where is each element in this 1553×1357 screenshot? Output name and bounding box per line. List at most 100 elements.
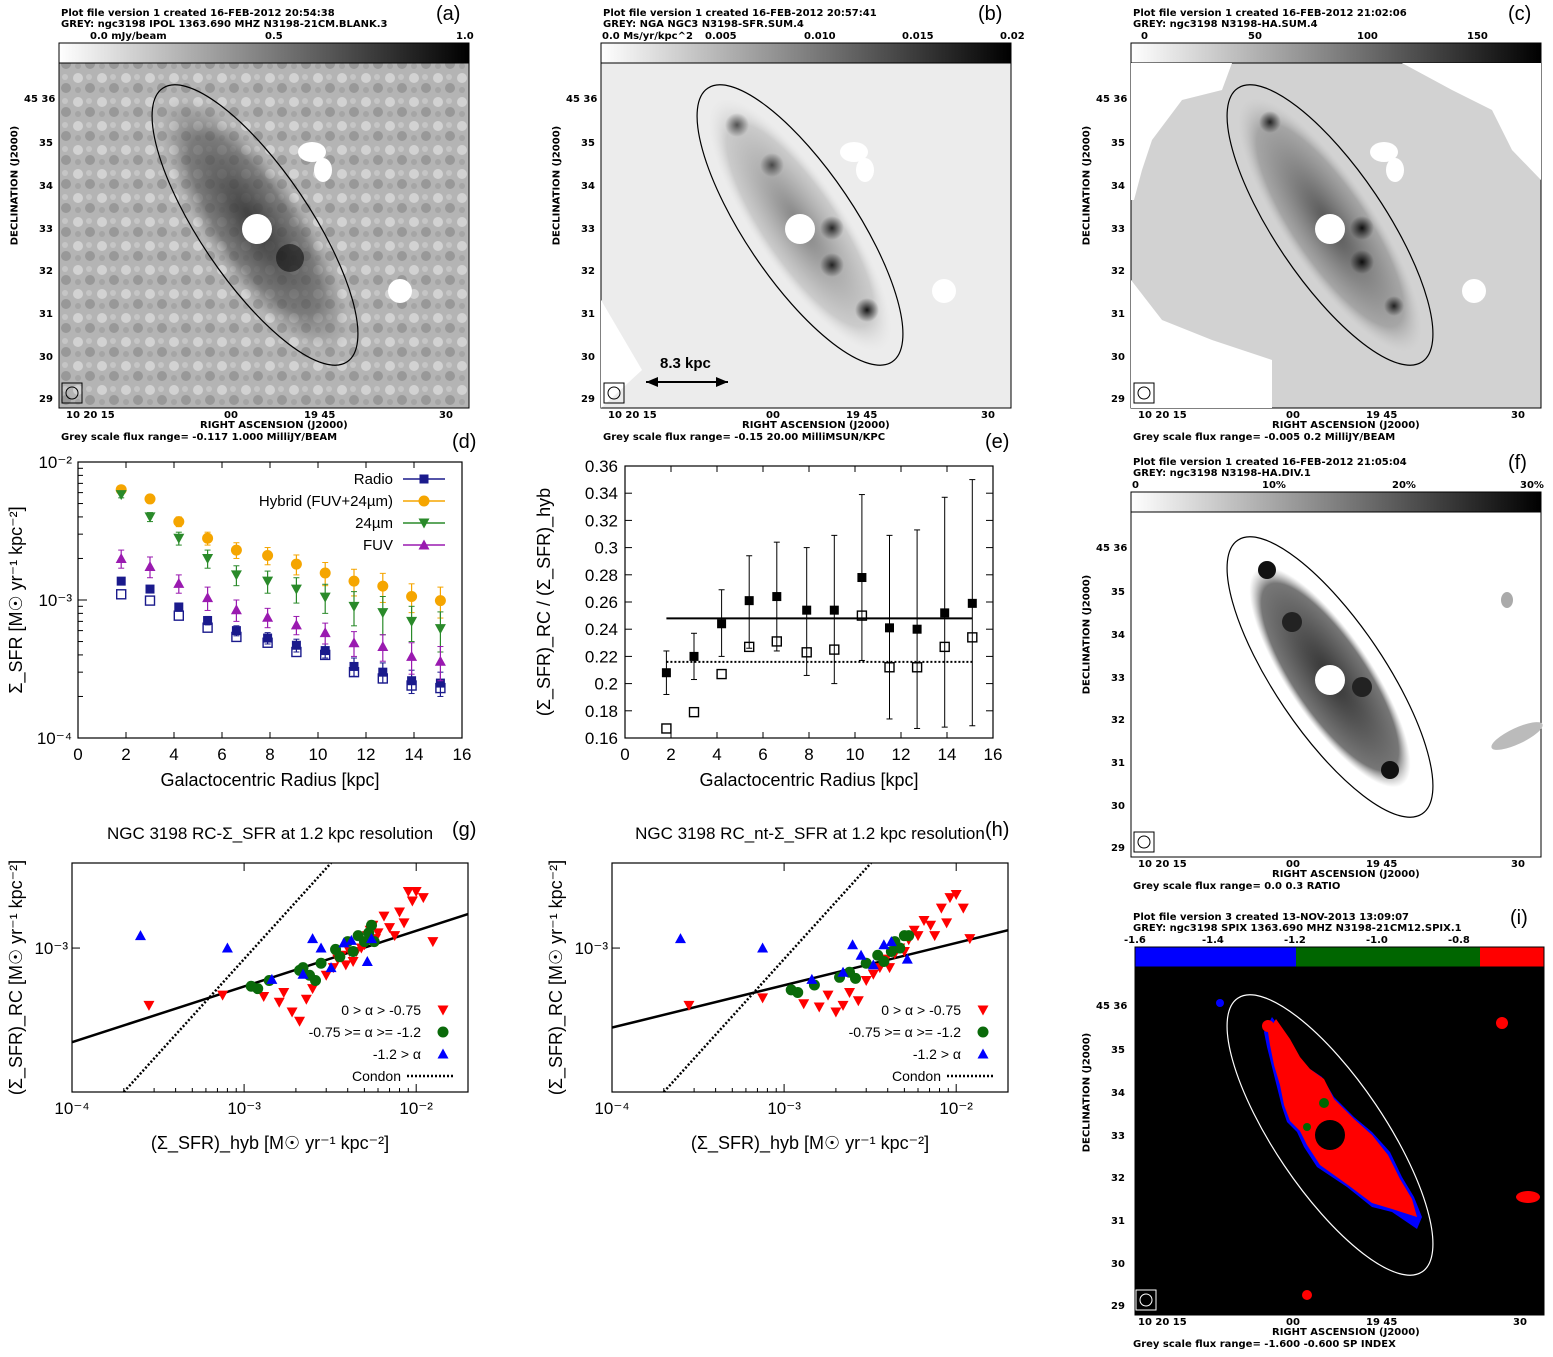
legend-label: 24µm <box>355 515 393 532</box>
colorbar-label: 0.0 Ms/yr/kpc^2 <box>602 31 693 42</box>
data-point <box>912 931 924 942</box>
x-tick-label: 10 <box>309 745 328 764</box>
map-graphic <box>1134 946 1545 1316</box>
data-point <box>278 987 290 998</box>
y-tick: 30 <box>39 352 53 363</box>
legend-marker <box>418 518 430 529</box>
data-point <box>307 933 319 944</box>
chart-title: NGC 3198 RC_nt-Σ_SFR at 1.2 kpc resoluti… <box>635 824 985 843</box>
map-panel-c: Plot file version 1 created 16-FEB-2012 … <box>1072 0 1552 445</box>
condon-line <box>122 863 332 1092</box>
data-point <box>847 939 859 950</box>
data-point <box>850 972 862 984</box>
data-point <box>406 591 418 603</box>
map-panel-b: Plot file version 1 created 16-FEB-2012 … <box>542 0 1025 445</box>
y-tick-label: 0.36 <box>585 457 618 476</box>
colorbar-label: 30% <box>1520 480 1544 491</box>
y-tick: 31 <box>39 309 53 320</box>
data-point <box>918 916 930 927</box>
data-point <box>202 553 214 564</box>
y-axis-label: DECLINATION (J2000) <box>1081 574 1093 695</box>
legend-label: Condon <box>892 1068 941 1084</box>
y-tick: 33 <box>1111 673 1125 684</box>
legend-marker <box>437 1005 449 1016</box>
map-panel-a: Plot file version 1 created 16-FEB-2012 … <box>0 0 480 445</box>
x-tick-label: 8 <box>804 745 813 764</box>
data-point <box>878 956 890 968</box>
legend-marker <box>418 495 430 507</box>
x-tick: 19 45 <box>1366 1317 1398 1328</box>
y-tick: 29 <box>581 394 595 405</box>
data-point <box>757 942 769 953</box>
plot-area <box>612 863 1008 1092</box>
x-tick-label: 2 <box>666 745 675 764</box>
data-point <box>340 960 352 971</box>
data-point <box>950 890 962 901</box>
x-tick: 30 <box>981 410 995 421</box>
y-tick: 45 36 <box>566 94 598 105</box>
data-point <box>885 623 894 633</box>
data-point <box>964 934 976 945</box>
x-axis-label: (Σ_SFR)_hyb [M☉ yr⁻¹ kpc⁻²] <box>691 1133 929 1154</box>
data-point <box>688 706 700 718</box>
chart-d: 0 2 4 6 8 10 12 14 16 10⁻⁴ 10⁻³ 10⁻² Galactocentric … <box>6 453 471 790</box>
data-point <box>115 490 127 501</box>
y-tick: 29 <box>1111 843 1125 854</box>
data-point <box>145 584 155 594</box>
x-tick: 10 20 15 <box>608 410 657 421</box>
data-point <box>143 1000 155 1011</box>
x-tick-label: 2 <box>121 745 130 764</box>
colorbar-label: 0.015 <box>902 31 934 42</box>
colorbar-label: 0.010 <box>804 31 836 42</box>
y-tick: 31 <box>1111 309 1125 320</box>
data-point <box>434 624 446 635</box>
x-tick: 00 <box>766 410 780 421</box>
data-point <box>325 962 337 973</box>
data-point <box>837 966 849 977</box>
y-tick-label: 10⁻³ <box>34 939 68 958</box>
y-tick: 35 <box>581 138 595 149</box>
data-point <box>908 925 920 936</box>
colorbar-label: 0.0 mJy/beam <box>90 31 167 42</box>
data-point <box>230 604 242 615</box>
data-point <box>867 969 879 980</box>
legend-marker <box>418 539 430 550</box>
x-tick-label: 6 <box>758 745 767 764</box>
data-point <box>366 919 378 931</box>
colorbar-label: 0 <box>1132 480 1139 491</box>
data-point <box>116 576 126 586</box>
data-point <box>771 636 783 647</box>
legend-marker <box>437 1026 449 1038</box>
data-point <box>366 933 378 944</box>
data-point <box>230 570 242 581</box>
data-point <box>829 605 839 615</box>
y-tick: 31 <box>581 309 595 320</box>
data-point <box>941 918 953 929</box>
data-point <box>319 567 331 579</box>
data-point <box>860 976 872 987</box>
data-point <box>855 949 867 960</box>
y-tick: 32 <box>581 266 595 277</box>
condon-line <box>662 863 872 1092</box>
data-point <box>661 723 672 734</box>
data-point <box>348 575 360 587</box>
data-point <box>230 544 242 556</box>
panel-footer: Grey scale flux range= -0.005 0.2 MilliJ… <box>1133 432 1396 443</box>
data-point <box>252 983 264 995</box>
data-point <box>806 973 818 984</box>
data-point <box>830 1007 842 1018</box>
x-tick-label: 10⁻⁴ <box>54 1099 89 1118</box>
panel-header-2: GREY: ngc3198 SPIX 1363.690 MHZ N3198-21… <box>1133 923 1462 934</box>
data-point <box>231 631 242 643</box>
y-tick: 35 <box>1111 1045 1125 1056</box>
x-tick-label: 10⁻⁴ <box>594 1099 629 1118</box>
x-tick: 30 <box>1511 410 1525 421</box>
data-point <box>377 608 389 619</box>
x-tick-label: 10⁻² <box>939 1099 973 1118</box>
chart-e: 0 2 4 6 8 10 12 14 16 0.16 0.18 0.2 0.22 0.24 0.26 0.28… <box>534 457 1002 790</box>
x-tick: 00 <box>1286 410 1300 421</box>
data-point <box>406 896 418 907</box>
y-tick-label: 0.32 <box>585 511 618 530</box>
data-point <box>320 649 331 661</box>
legend-label: FUV <box>363 537 393 554</box>
